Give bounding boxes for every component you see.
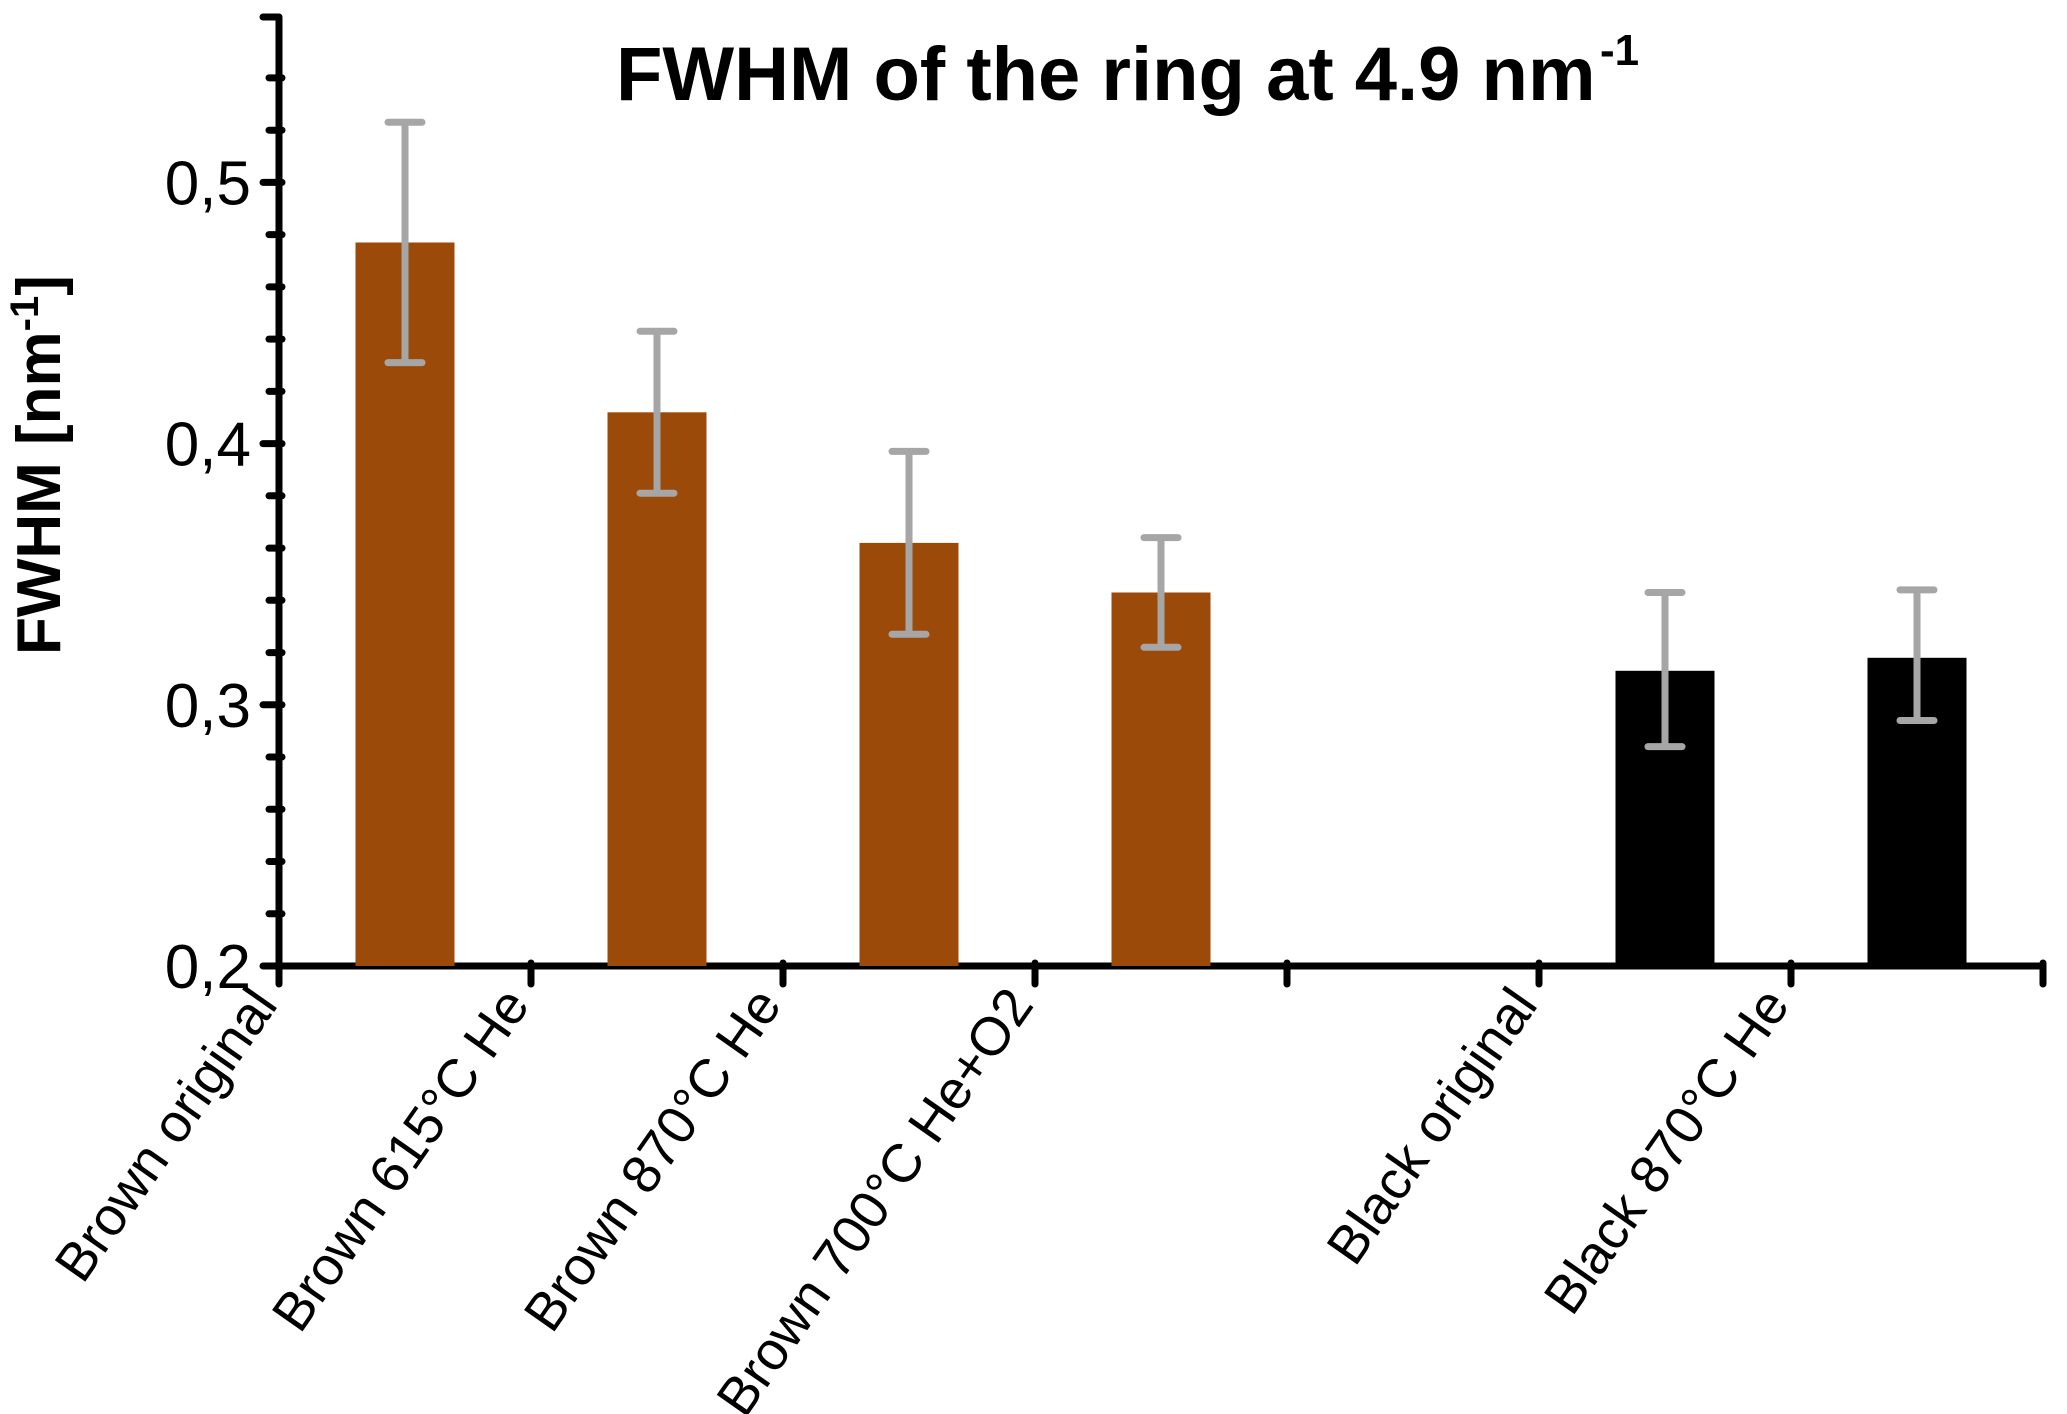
svg-text:FWHM [nm-1]: FWHM [nm-1] xyxy=(3,275,74,655)
svg-text:0,3: 0,3 xyxy=(165,672,251,741)
svg-text:Black original: Black original xyxy=(1315,977,1548,1274)
svg-text:FWHM of the ring at 4.9 nm: FWHM of the ring at 4.9 nm xyxy=(616,32,1596,117)
svg-text:Brown 615°C He: Brown 615°C He xyxy=(261,977,541,1341)
svg-text:Brown 870°C He: Brown 870°C He xyxy=(513,977,793,1341)
svg-text:0,5: 0,5 xyxy=(165,149,251,218)
svg-text:Black 870°C He: Black 870°C He xyxy=(1533,977,1801,1324)
svg-text:-1: -1 xyxy=(1600,26,1639,75)
svg-text:Brown original: Brown original xyxy=(43,977,288,1292)
svg-text:0,4: 0,4 xyxy=(165,411,251,480)
